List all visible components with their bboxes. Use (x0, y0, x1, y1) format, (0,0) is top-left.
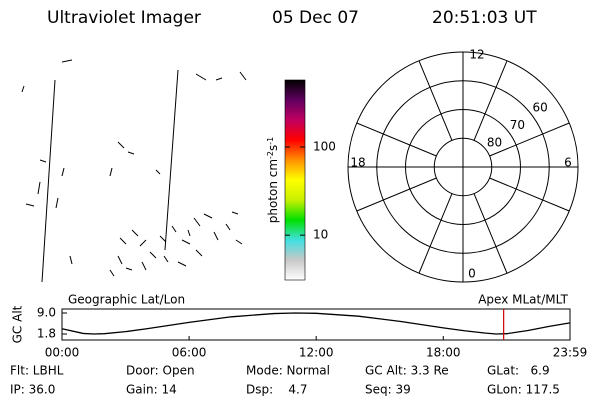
status-field: Door: Open (126, 364, 195, 378)
colorbar-label-part: s (266, 145, 280, 151)
polar-spoke (418, 60, 453, 141)
colorbar-label-part: -2 (266, 151, 275, 159)
polar-spoke (473, 193, 508, 274)
polar-spoke (473, 60, 508, 141)
status-field: GLon: 117.5 (487, 383, 560, 397)
y-axis-label: GC Alt (11, 305, 25, 343)
status-field: Gain: 14 (126, 383, 177, 397)
status-field: Mode: Normal (246, 364, 330, 378)
y-tick-label: 9.0 (37, 306, 56, 320)
polar-ring-label: 80 (487, 135, 502, 149)
status-field: IP: 36.0 (10, 383, 55, 397)
colorbar-label-part: photon cm (266, 159, 280, 223)
polar-spoke (418, 193, 453, 274)
polar-ring-label: 70 (510, 118, 525, 132)
status-field: Dsp: 4.7 (246, 383, 308, 397)
polar-hour-label: 18 (350, 156, 365, 170)
time: 20:51:03 UT (432, 8, 537, 28)
status-field: Flt: LBHL (10, 364, 64, 378)
polar-ring-label: 60 (533, 100, 548, 114)
title: Ultraviolet Imager (47, 8, 201, 28)
x-tick-label: 23:59 (553, 346, 588, 360)
plot-label-left: Geographic Lat/Lon (68, 293, 185, 307)
x-tick-label: 06:00 (172, 346, 207, 360)
polar-spoke (356, 122, 437, 157)
polar-hour-label: 0 (468, 267, 476, 281)
plot-label-right: Apex MLat/MLT (478, 293, 568, 307)
colorbar-label-part: -1 (266, 137, 275, 145)
polar-hour-label: 6 (564, 156, 572, 170)
polar-hour-label: 12 (469, 48, 484, 62)
colorbar-tick-label: 100 (313, 139, 336, 153)
colorbar-tick-label: 10 (313, 228, 328, 242)
polar-spoke (489, 177, 570, 212)
altitude-line (61, 312, 571, 335)
status-field: Seq: 39 (365, 383, 411, 397)
polar-spoke (356, 177, 437, 212)
colorbar-label: photon cm-2s-1 (266, 137, 280, 224)
status-field: GC Alt: 3.3 Re (365, 364, 449, 378)
status-field: GLat: 6.9 (487, 364, 550, 378)
x-tick-label: 00:00 (45, 346, 80, 360)
image-panel (21, 59, 247, 283)
colorbar (284, 79, 306, 281)
x-tick-label: 18:00 (426, 346, 461, 360)
y-tick-label: 1.8 (37, 327, 56, 341)
polar-spoke (489, 122, 570, 157)
x-tick-label: 12:00 (299, 346, 334, 360)
date: 05 Dec 07 (272, 8, 359, 28)
